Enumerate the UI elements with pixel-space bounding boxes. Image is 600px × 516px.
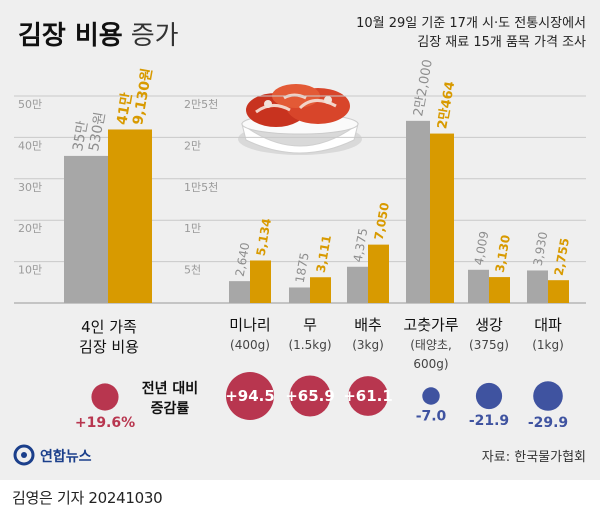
y-tick-label: 1만 bbox=[184, 222, 201, 235]
bar-previous-year bbox=[527, 270, 548, 303]
change-value-label: +65.9 bbox=[285, 387, 335, 405]
value-label-previous: 1875 bbox=[293, 251, 312, 284]
bar-previous-year bbox=[347, 266, 368, 303]
value-label-previous: 530원 bbox=[86, 111, 109, 153]
bar-current-year bbox=[250, 260, 271, 303]
category-unit: 600g) bbox=[413, 357, 448, 371]
change-label-line2: 증감률 bbox=[151, 400, 190, 417]
change-bubble bbox=[289, 375, 331, 417]
change-value-label: +61.1 bbox=[343, 387, 393, 405]
value-label-current: 2,755 bbox=[552, 237, 572, 277]
value-label-previous: 4,009 bbox=[472, 230, 492, 266]
y-tick-label: 1만5천 bbox=[184, 180, 218, 194]
value-label-current: 3,111 bbox=[314, 234, 334, 274]
category-label: 고춧가루 bbox=[403, 316, 458, 334]
value-label-current: 7,050 bbox=[372, 201, 392, 241]
change-bubble bbox=[533, 381, 563, 411]
change-value-label: -21.9 bbox=[469, 413, 509, 429]
value-label-previous: 35만 bbox=[70, 119, 91, 152]
bar-previous-year bbox=[468, 269, 489, 303]
change-value-label: -7.0 bbox=[416, 409, 447, 425]
change-bubbles: +19.6% +94.5 +65.9 +61.1 -7.0 -21.9 -29.9 bbox=[75, 372, 568, 431]
value-label-previous: 4,375 bbox=[351, 227, 371, 263]
y-tick-label: 20만 bbox=[18, 222, 42, 235]
value-label-current: 41만 bbox=[114, 91, 135, 126]
category-label: 미나리 bbox=[229, 316, 270, 334]
bar-previous-year bbox=[406, 120, 430, 303]
y-tick-label: 5천 bbox=[184, 263, 201, 277]
category-label: 생강 bbox=[475, 316, 503, 334]
survey-note-line1: 10월 29일 기준 17개 시·도 전통시장에서 bbox=[356, 16, 586, 31]
value-label-current: 2만464 bbox=[434, 80, 458, 130]
value-label-current: 3,130 bbox=[493, 234, 513, 274]
chart-title: 김장 비용 bbox=[18, 21, 123, 51]
bar-current-year bbox=[548, 280, 569, 303]
value-label-current: 9,130원 bbox=[130, 67, 156, 126]
y-tick-label: 50만 bbox=[18, 98, 42, 111]
change-bubble-total bbox=[91, 383, 119, 411]
category-label: 4인 가족 bbox=[81, 318, 137, 336]
change-bubble bbox=[475, 382, 503, 410]
value-label-previous: 2,640 bbox=[233, 241, 253, 277]
bar-current-year bbox=[310, 277, 331, 303]
yonhap-logo bbox=[13, 444, 35, 466]
change-bubble bbox=[348, 376, 388, 416]
y-tick-label: 40만 bbox=[18, 139, 42, 152]
category-unit: (3kg) bbox=[352, 338, 384, 352]
reporter-credit: 김영은 기자 20241030 bbox=[12, 489, 163, 507]
change-bubble bbox=[422, 387, 440, 405]
brand-name: 연합뉴스 bbox=[40, 448, 92, 465]
value-label-previous: 2만2,000 bbox=[411, 58, 436, 117]
change-bubble bbox=[226, 372, 274, 420]
y-tick-label: 2만 bbox=[184, 139, 201, 152]
category-unit: (태양초, bbox=[410, 338, 452, 352]
change-label-line1: 전년 대비 bbox=[142, 380, 198, 397]
bar-current-year bbox=[368, 244, 389, 303]
source-note: 자료: 한국물가협회 bbox=[482, 450, 586, 465]
chart-canvas: 김장 비용 증가 10월 29일 기준 17개 시·도 전통시장에서 김장 재료… bbox=[13, 16, 586, 466]
bar-current-year bbox=[489, 277, 510, 303]
bar-current-year bbox=[108, 129, 152, 303]
change-value-label: -29.9 bbox=[528, 415, 568, 431]
chart-title-suffix: 증가 bbox=[131, 21, 179, 51]
category-unit: (1kg) bbox=[532, 338, 564, 352]
category-unit: (400g) bbox=[230, 338, 270, 352]
category-label: 무 bbox=[303, 316, 317, 334]
bar-current-year bbox=[430, 133, 454, 303]
category-label: 대파 bbox=[534, 316, 562, 334]
category-unit: (1.5kg) bbox=[288, 338, 331, 352]
bar-previous-year bbox=[289, 287, 310, 303]
bar-previous-year bbox=[64, 155, 108, 303]
category-unit: (375g) bbox=[469, 338, 509, 352]
value-label-previous: 3,930 bbox=[531, 231, 551, 267]
infographic: 김장 비용 증가 10월 29일 기준 17개 시·도 전통시장에서 김장 재료… bbox=[0, 0, 600, 480]
value-label-current: 5,134 bbox=[254, 217, 274, 257]
change-label-total: +19.6% bbox=[75, 415, 135, 431]
kimchi-bowl-illustration bbox=[238, 84, 362, 155]
footer: 김영은 기자 20241030 bbox=[0, 480, 600, 516]
category-label: 김장 비용 bbox=[79, 338, 139, 356]
y-tick-label: 10만 bbox=[18, 264, 42, 277]
y-tick-label: 30만 bbox=[18, 181, 42, 194]
change-value-label: +94.5 bbox=[225, 387, 275, 405]
y-tick-label: 2만5천 bbox=[184, 97, 218, 111]
survey-note-line2: 김장 재료 15개 품목 가격 조사 bbox=[417, 35, 586, 50]
bar-previous-year bbox=[229, 281, 250, 303]
category-label: 배추 bbox=[354, 316, 382, 334]
